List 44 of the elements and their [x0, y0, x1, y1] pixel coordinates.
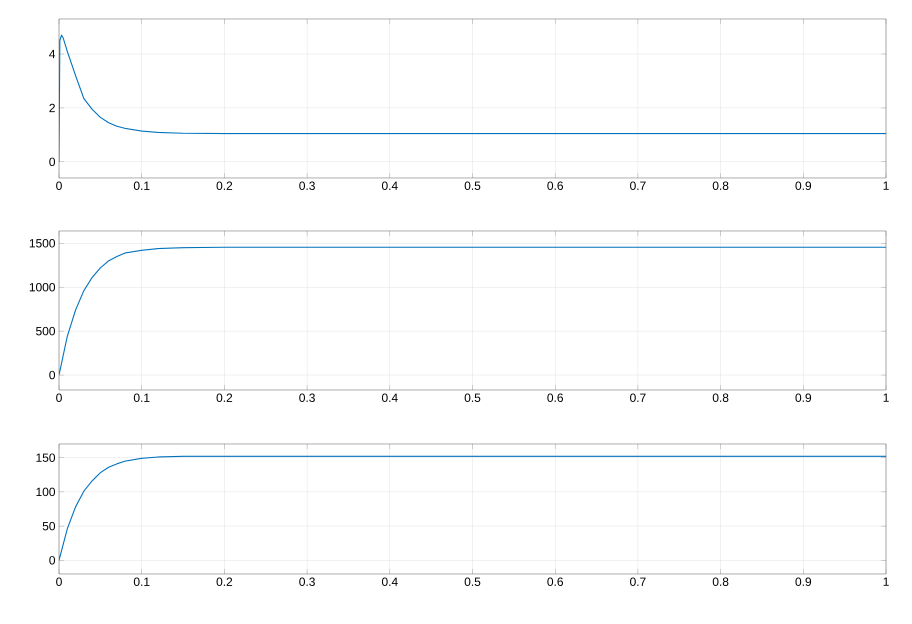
- x-tick-label: 0.2: [216, 182, 232, 190]
- y-tick-label: 500: [36, 326, 56, 336]
- x-tick-label: 0: [56, 394, 62, 402]
- y-tick-label: 4: [49, 50, 56, 58]
- y-tick-label: 2: [49, 104, 55, 112]
- x-tick-label: 1: [884, 578, 889, 586]
- x-tick-label: 0.7: [630, 182, 646, 190]
- y-tick-label: 0: [49, 556, 56, 565]
- x-tick-label: 0.4: [382, 578, 398, 586]
- x-tick-label: 0.6: [547, 578, 563, 586]
- x-tick-label: 0.1: [134, 578, 150, 586]
- x-tick-label: 1: [884, 394, 889, 402]
- y-tick-label: 0: [49, 158, 56, 166]
- x-tick-label: 0.2: [216, 394, 232, 402]
- x-tick-label: 0.9: [795, 578, 812, 586]
- x-tick-label: 0.3: [299, 182, 315, 190]
- x-tick-label: 0.6: [547, 394, 563, 402]
- x-tick-label: 0.4: [382, 182, 398, 190]
- x-tick-label: 0.8: [712, 578, 728, 586]
- x-tick-label: 0.7: [630, 394, 646, 402]
- x-tick-label: 0.5: [464, 578, 480, 586]
- x-tick-label: 0.3: [299, 394, 315, 402]
- x-tick-label: 0.5: [464, 394, 480, 402]
- x-tick-label: 1: [884, 182, 889, 190]
- x-tick-label: 0.5: [464, 182, 480, 190]
- y-tick-label: 100: [36, 488, 56, 496]
- x-tick-label: 0.8: [712, 182, 728, 190]
- x-tick-label: 0.1: [134, 394, 150, 402]
- x-tick-label: 0.4: [382, 394, 398, 402]
- x-tick-label: 0.9: [795, 182, 812, 190]
- x-tick-label: 0: [56, 578, 62, 586]
- x-tick-label: 0.8: [712, 394, 728, 402]
- x-tick-label: 0.3: [299, 578, 315, 586]
- y-tick-label: 50: [42, 522, 56, 530]
- x-tick-label: 0: [56, 182, 62, 190]
- x-tick-label: 0.7: [630, 578, 646, 586]
- x-tick-label: 0.6: [547, 182, 563, 190]
- x-tick-label: 0.1: [134, 182, 150, 190]
- y-tick-label: 1000: [30, 282, 56, 292]
- x-tick-label: 0.9: [795, 394, 812, 402]
- x-tick-label: 0.2: [216, 578, 232, 586]
- y-tick-label: 150: [36, 453, 56, 462]
- y-tick-label: 0: [49, 370, 56, 380]
- y-tick-label: 1500: [30, 239, 56, 248]
